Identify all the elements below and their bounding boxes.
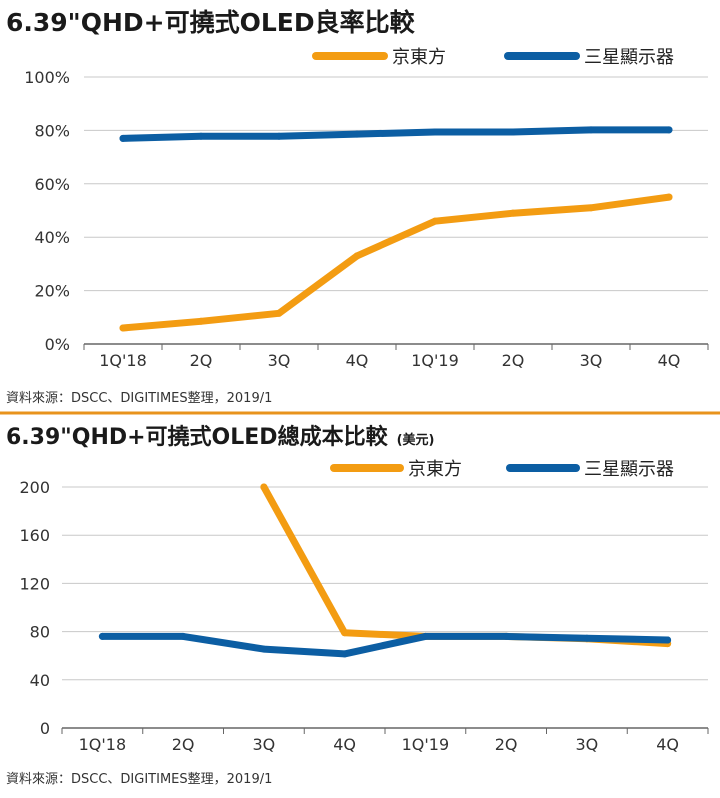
x-tick-label: 1Q'18: [99, 351, 147, 370]
data-point-samsung: [119, 134, 127, 142]
data-point-samsung: [421, 632, 429, 640]
y-tick-label: 20%: [34, 282, 70, 301]
x-tick-label: 3Q: [580, 351, 603, 370]
data-point-boe: [260, 483, 268, 491]
x-tick-label: 1Q'19: [411, 351, 459, 370]
x-axis-ticks: 1Q'18 2Q 3Q 4Q 1Q'19 2Q 3Q 4Q: [83, 344, 709, 370]
legend: 京東方 三星顯示器: [312, 47, 674, 68]
y-axis-ticks: 0 40 80 120 160 200: [19, 478, 50, 738]
data-point-samsung: [583, 634, 591, 642]
data-point-boe: [119, 324, 127, 332]
x-tick-label: 4Q: [346, 351, 369, 370]
x-tick-label: 3Q: [252, 735, 275, 754]
x-axis-ticks: 1Q'18 2Q 3Q 4Q 1Q'19 2Q 3Q 4Q: [61, 728, 709, 754]
y-tick-label: 100%: [24, 68, 70, 87]
series-lines: [98, 483, 672, 658]
x-tick-label: 4Q: [333, 735, 356, 754]
y-tick-label: 120: [19, 574, 50, 593]
data-point-samsung: [353, 130, 361, 138]
chart-yield: 6.39"QHD+可撓式OLED良率比較 京東方 三星顯示器 0% 20% 40% 6…: [6, 8, 709, 406]
grid: [84, 76, 708, 345]
x-tick-label: 1Q'19: [402, 735, 450, 754]
x-tick-label: 3Q: [268, 351, 291, 370]
legend-label-boe: 京東方: [392, 47, 446, 68]
data-point-boe: [341, 629, 349, 637]
chart-cost: 6.39"QHD+可撓式OLED總成本比較 (美元) 京東方 三星顯示器 0 40…: [6, 424, 709, 787]
x-tick-label: 3Q: [575, 735, 598, 754]
x-tick-label: 2Q: [172, 735, 195, 754]
chart-title: 6.39"QHD+可撓式OLED良率比較: [6, 8, 416, 37]
series-line-boe: [260, 483, 672, 648]
data-point-boe: [431, 217, 439, 225]
y-tick-label: 40: [30, 671, 50, 690]
x-tick-label: 1Q'18: [79, 735, 127, 754]
data-point-samsung: [502, 632, 510, 640]
data-point-boe: [197, 317, 205, 325]
y-tick-label: 0: [40, 719, 50, 738]
data-point-samsung: [587, 126, 595, 134]
x-tick-label: 2Q: [190, 351, 213, 370]
series-line-boe: [119, 193, 673, 332]
data-point-boe: [353, 252, 361, 260]
legend-label-samsung: 三星顯示器: [584, 47, 674, 68]
grid: [62, 486, 708, 729]
y-tick-label: 200: [19, 478, 50, 497]
legend-label-samsung: 三星顯示器: [584, 459, 674, 480]
data-point-samsung: [260, 645, 268, 653]
legend-label-boe: 京東方: [408, 459, 462, 480]
x-tick-label: 4Q: [656, 735, 679, 754]
y-tick-label: 40%: [34, 228, 70, 247]
y-tick-label: 80: [30, 623, 50, 642]
y-tick-label: 160: [19, 526, 50, 545]
data-point-samsung: [431, 128, 439, 136]
data-point-boe: [665, 193, 673, 201]
data-point-samsung: [197, 132, 205, 140]
data-point-boe: [275, 309, 283, 317]
data-point-boe: [509, 209, 517, 217]
data-point-boe: [587, 204, 595, 212]
y-tick-label: 0%: [45, 335, 70, 354]
x-tick-label: 2Q: [502, 351, 525, 370]
data-point-samsung: [98, 632, 106, 640]
data-point-samsung: [509, 128, 517, 136]
x-tick-label: 4Q: [658, 351, 681, 370]
x-tick-label: 2Q: [495, 735, 518, 754]
series-line-samsung: [119, 126, 673, 142]
data-point-samsung: [664, 636, 672, 644]
series-line-samsung: [98, 632, 672, 658]
source-note: 資料來源：DSCC、DIGITIMES整理，2019/1: [6, 391, 272, 406]
y-tick-label: 60%: [34, 175, 70, 194]
data-point-samsung: [179, 632, 187, 640]
data-point-samsung: [341, 650, 349, 658]
chart-title-unit: (美元): [397, 432, 435, 448]
data-point-samsung: [275, 132, 283, 140]
legend: 京東方 三星顯示器: [330, 459, 674, 480]
series-lines: [119, 126, 673, 332]
y-axis-ticks: 0% 20% 40% 60% 80% 100%: [24, 68, 70, 354]
chart-title: 6.39"QHD+可撓式OLED總成本比較 (美元): [6, 424, 434, 450]
data-point-samsung: [665, 126, 673, 134]
source-note: 資料來源：DSCC、DIGITIMES整理，2019/1: [6, 772, 272, 787]
y-tick-label: 80%: [34, 121, 70, 140]
chart-title-text: 6.39"QHD+可撓式OLED總成本比較: [6, 424, 389, 450]
